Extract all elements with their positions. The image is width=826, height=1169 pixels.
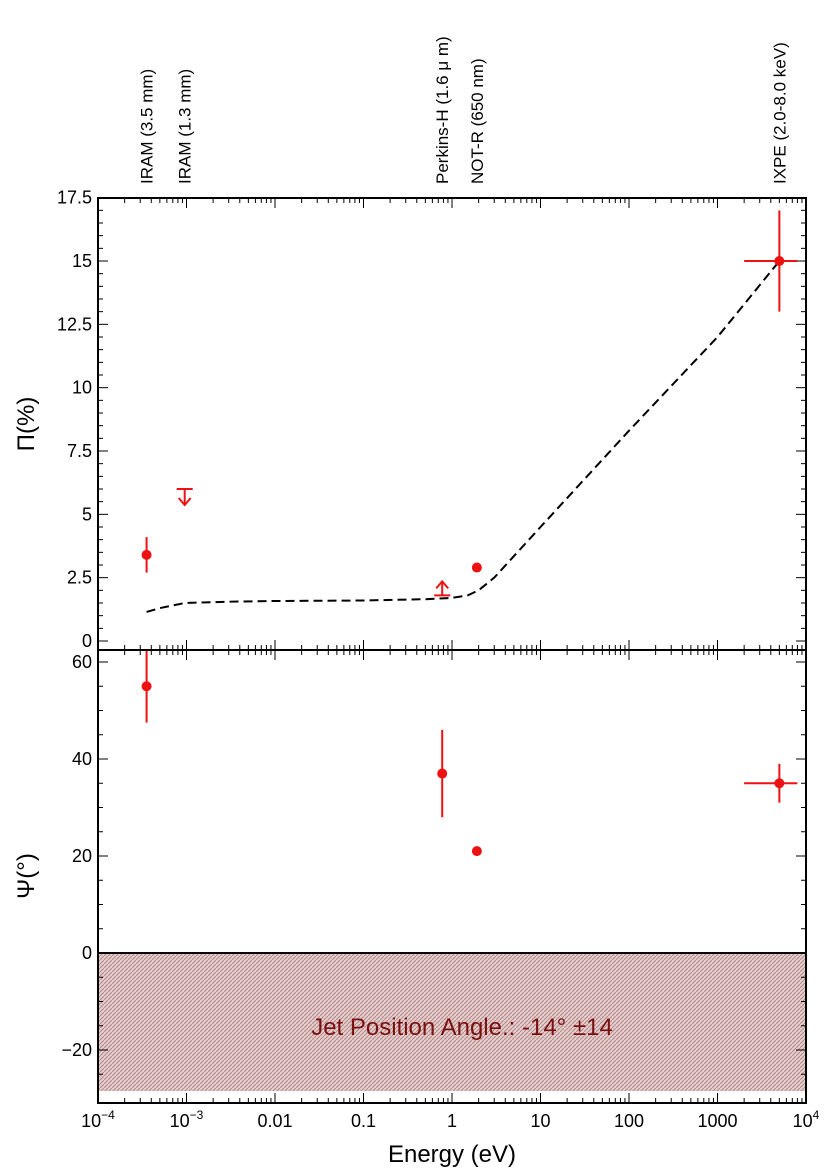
pi-y-tick-label: 15: [72, 251, 92, 271]
band-label: Perkins-H (1.6 μ m): [433, 36, 452, 184]
pi-x-ticks-group: [97, 198, 803, 650]
band-label: NOT-R (650 nm): [468, 58, 487, 184]
pi-plot-frame: [97, 197, 807, 651]
pi-data-point: [471, 562, 482, 573]
x-tick-label: 0.1: [351, 1111, 376, 1131]
band-label: IRAM (1.3 mm): [176, 69, 195, 184]
band-label: IXPE (2.0-8.0 keV): [770, 42, 789, 184]
pi-data-point: [774, 256, 785, 266]
psi-y-tick-label: 40: [72, 749, 92, 769]
jet-angle-band: [98, 953, 806, 1091]
pi-y-tick-label: 17.5: [57, 188, 92, 208]
pi-y-tick-label: 7.5: [67, 441, 92, 461]
psi-y-tick-label: 20: [72, 846, 92, 866]
pi-y-tick-label: 2.5: [67, 568, 92, 588]
pi-model-line: [146, 260, 781, 613]
x-tick-label: 10−4: [81, 1108, 115, 1131]
pi-y-tick-label: 0: [82, 631, 92, 651]
pi-y-tick-label: 10: [72, 378, 92, 398]
pi-upper-limit-arrow: [177, 497, 192, 507]
psi-data-point: [774, 778, 785, 789]
psi-panel: Jet Position Angle.: -14° ±14 −20 0 20 40 60…: [13, 649, 807, 1104]
x-tick-label: 104: [793, 1108, 820, 1131]
psi-data-point: [437, 768, 448, 779]
psi-y-tick-label: 0: [82, 943, 92, 963]
pi-y-tick-label: 12.5: [57, 314, 92, 334]
x-tick-label: 10−3: [170, 1108, 204, 1131]
psi-y-tick-label: 60: [72, 652, 92, 672]
psi-data-point: [471, 846, 482, 857]
pi-model-group: [146, 260, 781, 613]
x-tick-label: 1: [447, 1111, 457, 1131]
x-tick-label: 1000: [697, 1111, 737, 1131]
psi-plot-frame: [97, 649, 807, 1104]
psi-data-point: [141, 681, 152, 692]
psi-y-axis-title: Ψ(°): [13, 853, 40, 899]
psi-points-group: [141, 649, 798, 857]
pi-panel: 0 2.5 5 7.5 10 12.5 15 17.5 Π(%): [13, 188, 807, 651]
pi-data-point: [141, 549, 152, 560]
x-axis-title: Energy (eV): [388, 1141, 516, 1168]
pi-lower-limit-arrow: [435, 579, 449, 590]
pi-y-ticks-group: 0 2.5 5 7.5 10 12.5 15 17.5: [57, 188, 806, 651]
x-tick-labels-group: 10−4 10−3 0.01 0.1 1 10 100 1000 104: [81, 1108, 820, 1131]
pi-y-axis-title: Π(%): [13, 397, 40, 452]
pi-y-tick-label: 5: [82, 504, 92, 524]
psi-y-tick-label: −20: [61, 1040, 92, 1060]
x-tick-label: 100: [614, 1111, 644, 1131]
band-label: IRAM (3.5 mm): [138, 69, 157, 184]
jet-angle-label: Jet Position Angle.: -14° ±14: [311, 1014, 613, 1041]
band-labels-group: IRAM (3.5 mm) IRAM (1.3 mm) Perkins-H (1.6…: [138, 36, 790, 184]
x-tick-label: 0.01: [257, 1111, 292, 1131]
pi-points-group: [141, 210, 798, 597]
x-tick-label: 10: [530, 1111, 550, 1131]
